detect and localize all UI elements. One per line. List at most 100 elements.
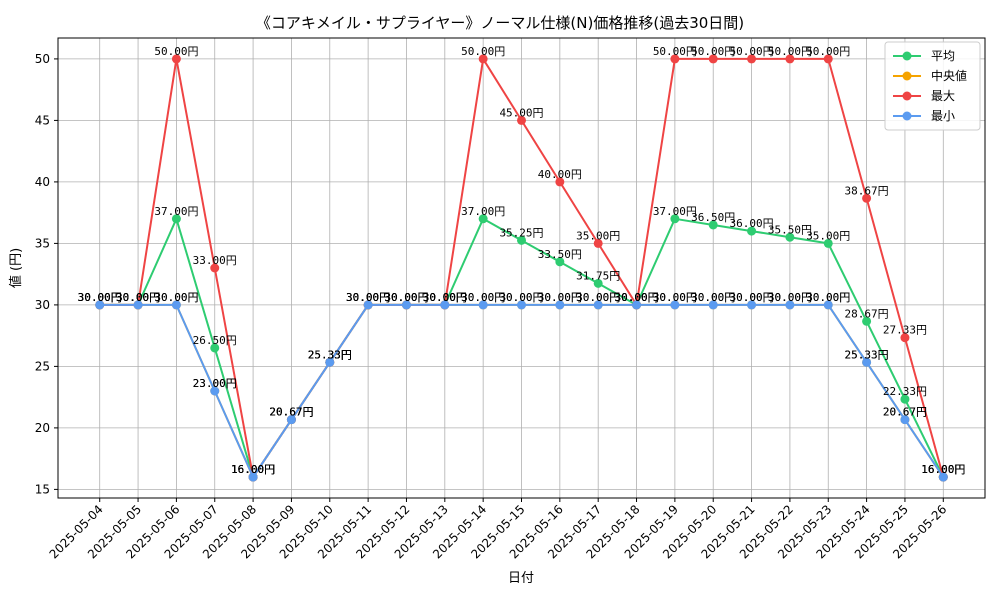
y-tick-label: 25 <box>35 359 50 373</box>
data-point <box>593 278 603 288</box>
data-point <box>747 54 757 64</box>
data-point <box>555 257 565 267</box>
x-axis-title: 日付 <box>508 571 534 586</box>
data-label: 25.33円 <box>845 348 889 361</box>
data-point <box>478 54 488 64</box>
data-label: 30.00円 <box>116 291 160 304</box>
legend-item: 中央値 <box>893 68 967 83</box>
data-point <box>708 54 718 64</box>
data-label: 23.00円 <box>193 377 237 390</box>
data-label: 50.00円 <box>806 45 850 58</box>
data-label: 30.00円 <box>384 291 428 304</box>
legend-label: 最小 <box>931 109 955 123</box>
data-label: 20.67円 <box>883 406 927 419</box>
data-label: 37.00円 <box>154 205 198 218</box>
data-point <box>632 300 642 310</box>
data-point <box>708 300 718 310</box>
data-label: 25.33円 <box>308 348 352 361</box>
series-3 <box>95 300 948 482</box>
data-label: 26.50円 <box>193 334 237 347</box>
data-label: 35.00円 <box>576 229 620 242</box>
data-point <box>517 115 526 125</box>
chart-title: 《コアキメイル・サプライヤー》ノーマル仕様(N)価格推移(過去30日間) <box>256 14 744 32</box>
y-tick-label: 35 <box>35 236 50 250</box>
data-label: 30.00円 <box>576 291 620 304</box>
data-point <box>862 316 872 326</box>
data-label: 30.00円 <box>346 291 390 304</box>
data-label: 50.00円 <box>653 45 697 58</box>
data-label: 33.00円 <box>193 254 237 267</box>
data-label: 30.00円 <box>116 291 160 304</box>
data-label: 30.00円 <box>346 291 390 304</box>
data-label: 30.00円 <box>78 291 122 304</box>
data-point <box>133 300 143 310</box>
data-label: 25.33円 <box>845 348 889 361</box>
data-label: 30.00円 <box>154 291 198 304</box>
data-label: 30.00円 <box>691 291 735 304</box>
y-tick-label: 20 <box>35 421 50 435</box>
data-label: 16.00円 <box>921 463 965 476</box>
data-label: 50.00円 <box>461 45 505 58</box>
data-label: 16.00円 <box>231 463 275 476</box>
data-label: 38.67円 <box>845 184 889 197</box>
data-label: 16.00円 <box>231 463 275 476</box>
y-tick-label: 45 <box>35 113 50 127</box>
data-label: 16.00円 <box>231 463 275 476</box>
data-point <box>210 386 220 396</box>
data-point <box>823 54 833 64</box>
legend-item: 最大 <box>893 89 955 103</box>
legend-swatch-marker <box>902 51 912 61</box>
data-point <box>900 394 910 404</box>
data-label: 22.33円 <box>883 385 927 398</box>
data-label: 36.50円 <box>691 211 735 224</box>
legend-item: 平均 <box>893 49 955 63</box>
data-label: 45.00円 <box>499 106 543 119</box>
data-point <box>823 238 833 248</box>
legend-label: 平均 <box>931 49 955 63</box>
series-2 <box>95 54 948 482</box>
data-label: 30.00円 <box>423 291 467 304</box>
legend-swatch-marker <box>902 91 912 101</box>
data-label: 30.00円 <box>461 291 505 304</box>
data-point <box>210 343 220 353</box>
data-label: 35.00円 <box>806 229 850 242</box>
data-label: 30.00円 <box>423 291 467 304</box>
data-point <box>785 232 795 242</box>
y-tick-label: 40 <box>35 175 50 189</box>
data-label: 30.00円 <box>78 291 122 304</box>
data-point <box>862 193 872 203</box>
data-label: 20.67円 <box>269 406 313 419</box>
data-label: 50.00円 <box>691 45 735 58</box>
data-label: 30.00円 <box>384 291 428 304</box>
legend-item: 最小 <box>893 109 955 123</box>
data-point <box>670 300 680 310</box>
data-label: 16.00円 <box>921 463 965 476</box>
data-label: 30.00円 <box>154 291 198 304</box>
data-point <box>747 300 757 310</box>
data-label: 30.00円 <box>538 291 582 304</box>
data-label: 37.00円 <box>653 205 697 218</box>
data-label: 30.00円 <box>768 291 812 304</box>
data-label: 36.00円 <box>730 217 774 230</box>
data-label: 30.00円 <box>423 291 467 304</box>
data-label: 16.00円 <box>921 463 965 476</box>
data-label: 23.00円 <box>193 377 237 390</box>
data-label: 30.00円 <box>346 291 390 304</box>
data-label: 30.00円 <box>384 291 428 304</box>
data-label: 20.67円 <box>269 406 313 419</box>
legend-label: 中央値 <box>931 68 967 83</box>
data-point <box>171 54 181 64</box>
data-point <box>248 472 258 482</box>
data-point <box>325 357 335 367</box>
data-point <box>478 214 488 224</box>
data-label: 30.00円 <box>614 291 658 304</box>
legend-swatch-marker <box>902 71 912 81</box>
data-point <box>670 54 680 64</box>
data-point <box>708 220 718 230</box>
labels-series-1: 30.00円30.00円30.00円23.00円16.00円20.67円25.3… <box>78 291 966 476</box>
data-label: 30.00円 <box>384 291 428 304</box>
data-point <box>171 300 181 310</box>
data-label: 31.75円 <box>576 269 620 282</box>
